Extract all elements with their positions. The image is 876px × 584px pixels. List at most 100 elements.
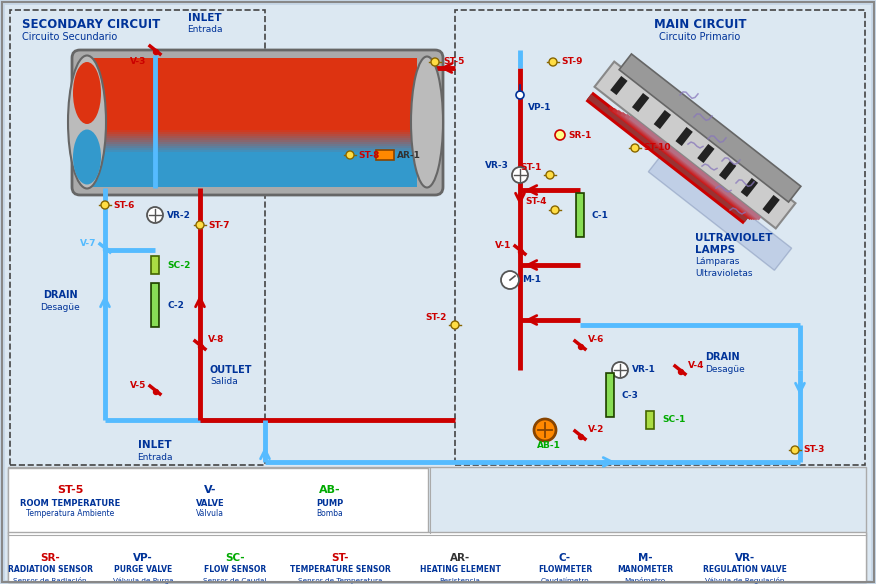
Text: Válvula de Purga: Válvula de Purga [113, 578, 173, 584]
Text: ROOM TEMPERATURE: ROOM TEMPERATURE [20, 499, 120, 507]
Text: Válvula: Válvula [196, 509, 224, 519]
Text: ST-5: ST-5 [443, 57, 464, 67]
Polygon shape [620, 112, 758, 220]
Text: ULTRAVIOLET: ULTRAVIOLET [695, 233, 773, 243]
Bar [8, 532, 866, 582]
Circle shape [578, 434, 583, 440]
Bar [646, 411, 654, 429]
Circle shape [199, 345, 203, 349]
Bar [90, 128, 417, 187]
Text: Caudalímetro: Caudalímetro [540, 578, 590, 584]
Text: MANOMETER: MANOMETER [617, 565, 673, 575]
Text: Manómetro: Manómetro [625, 578, 666, 584]
Text: SC-1: SC-1 [662, 415, 685, 425]
Bar [90, 130, 417, 132]
Polygon shape [625, 114, 759, 220]
Polygon shape [629, 116, 761, 220]
Circle shape [549, 58, 557, 66]
Bar [90, 134, 417, 136]
Text: C-2: C-2 [167, 301, 184, 310]
Bar [607, 374, 613, 416]
Polygon shape [632, 93, 649, 112]
Text: V-6: V-6 [588, 335, 604, 345]
Circle shape [101, 201, 109, 209]
Text: ST-3: ST-3 [803, 446, 824, 454]
Text: Sensor de Temperatura: Sensor de Temperatura [298, 578, 382, 584]
Bar [90, 136, 417, 138]
Text: Lámparas: Lámparas [695, 258, 739, 266]
Polygon shape [741, 178, 758, 197]
Text: TEMPERATURE SENSOR: TEMPERATURE SENSOR [290, 565, 391, 575]
Circle shape [578, 345, 583, 349]
Polygon shape [719, 161, 737, 180]
Circle shape [103, 248, 109, 252]
Text: Salida: Salida [210, 377, 237, 387]
Bar [90, 144, 417, 146]
Text: AB-: AB- [319, 485, 341, 495]
Bar [90, 58, 417, 128]
Circle shape [346, 151, 354, 159]
Text: Bomba: Bomba [316, 509, 343, 519]
Text: ST-5: ST-5 [57, 485, 83, 495]
Text: ST-10: ST-10 [643, 144, 670, 152]
Text: INLET: INLET [188, 13, 222, 23]
Text: VALVE: VALVE [195, 499, 224, 507]
Circle shape [679, 370, 683, 374]
Text: Circuito Primario: Circuito Primario [660, 32, 740, 42]
Text: V-1: V-1 [495, 241, 512, 249]
Polygon shape [675, 127, 693, 146]
Bar [376, 150, 394, 160]
Bar [8, 467, 866, 582]
Text: ST-9: ST-9 [561, 57, 583, 67]
Text: Válvula de Regulación: Válvula de Regulación [705, 578, 785, 584]
Text: HEATING ELEMENT: HEATING ELEMENT [420, 565, 500, 575]
Text: ST-: ST- [331, 553, 349, 563]
Text: ST-4: ST-4 [525, 197, 547, 207]
Text: REGULATION VALVE: REGULATION VALVE [703, 565, 787, 575]
Text: C-3: C-3 [622, 391, 639, 399]
Text: LAMPS: LAMPS [695, 245, 735, 255]
Text: DRAIN: DRAIN [43, 290, 77, 300]
Circle shape [516, 91, 524, 99]
Text: M-: M- [638, 553, 653, 563]
Text: M-1: M-1 [522, 276, 541, 284]
Bar [152, 284, 158, 326]
Text: SR-1: SR-1 [568, 130, 591, 140]
Text: Resistencia: Resistencia [440, 578, 480, 584]
Bar [90, 132, 417, 134]
Circle shape [546, 171, 554, 179]
Bar [10, 10, 265, 465]
Text: Entrada: Entrada [138, 453, 173, 461]
Ellipse shape [73, 130, 101, 185]
Text: V-2: V-2 [588, 426, 604, 434]
Text: ST-7: ST-7 [208, 221, 230, 230]
Polygon shape [762, 195, 780, 214]
Text: FLOWMETER: FLOWMETER [538, 565, 592, 575]
Text: Circuito Secundario: Circuito Secundario [22, 32, 117, 42]
Polygon shape [619, 54, 801, 202]
Text: VR-2: VR-2 [167, 210, 191, 220]
Text: V-7: V-7 [80, 238, 96, 248]
Bar [90, 150, 417, 152]
Circle shape [555, 130, 565, 140]
Circle shape [196, 221, 204, 229]
Polygon shape [648, 150, 792, 270]
Circle shape [431, 58, 439, 66]
Text: DRAIN: DRAIN [705, 352, 739, 362]
Circle shape [153, 390, 159, 395]
Text: Desagüe: Desagüe [705, 364, 745, 374]
Text: AB-1: AB-1 [537, 442, 561, 450]
Bar [577, 194, 583, 236]
Bar [151, 256, 159, 274]
Polygon shape [612, 108, 754, 220]
Text: SC-: SC- [225, 553, 244, 563]
Text: SC-2: SC-2 [167, 260, 190, 269]
Text: VR-3: VR-3 [485, 161, 509, 169]
Bar [8, 468, 428, 533]
Circle shape [512, 167, 528, 183]
Polygon shape [585, 92, 751, 224]
Text: INLET: INLET [138, 440, 172, 450]
Polygon shape [587, 94, 749, 222]
Text: ST-2: ST-2 [425, 312, 447, 322]
Text: Entrada: Entrada [187, 26, 223, 34]
